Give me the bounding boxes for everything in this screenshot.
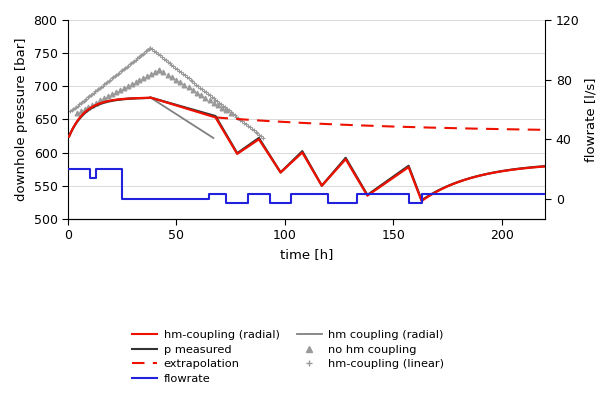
- Y-axis label: downhole pressure [bar]: downhole pressure [bar]: [15, 38, 28, 201]
- Legend: hm-coupling (radial), p measured, extrapolation, flowrate, hm coupling (radial),: hm-coupling (radial), p measured, extrap…: [127, 325, 449, 388]
- Y-axis label: flowrate [l/s]: flowrate [l/s]: [585, 77, 598, 162]
- X-axis label: time [h]: time [h]: [280, 248, 333, 261]
